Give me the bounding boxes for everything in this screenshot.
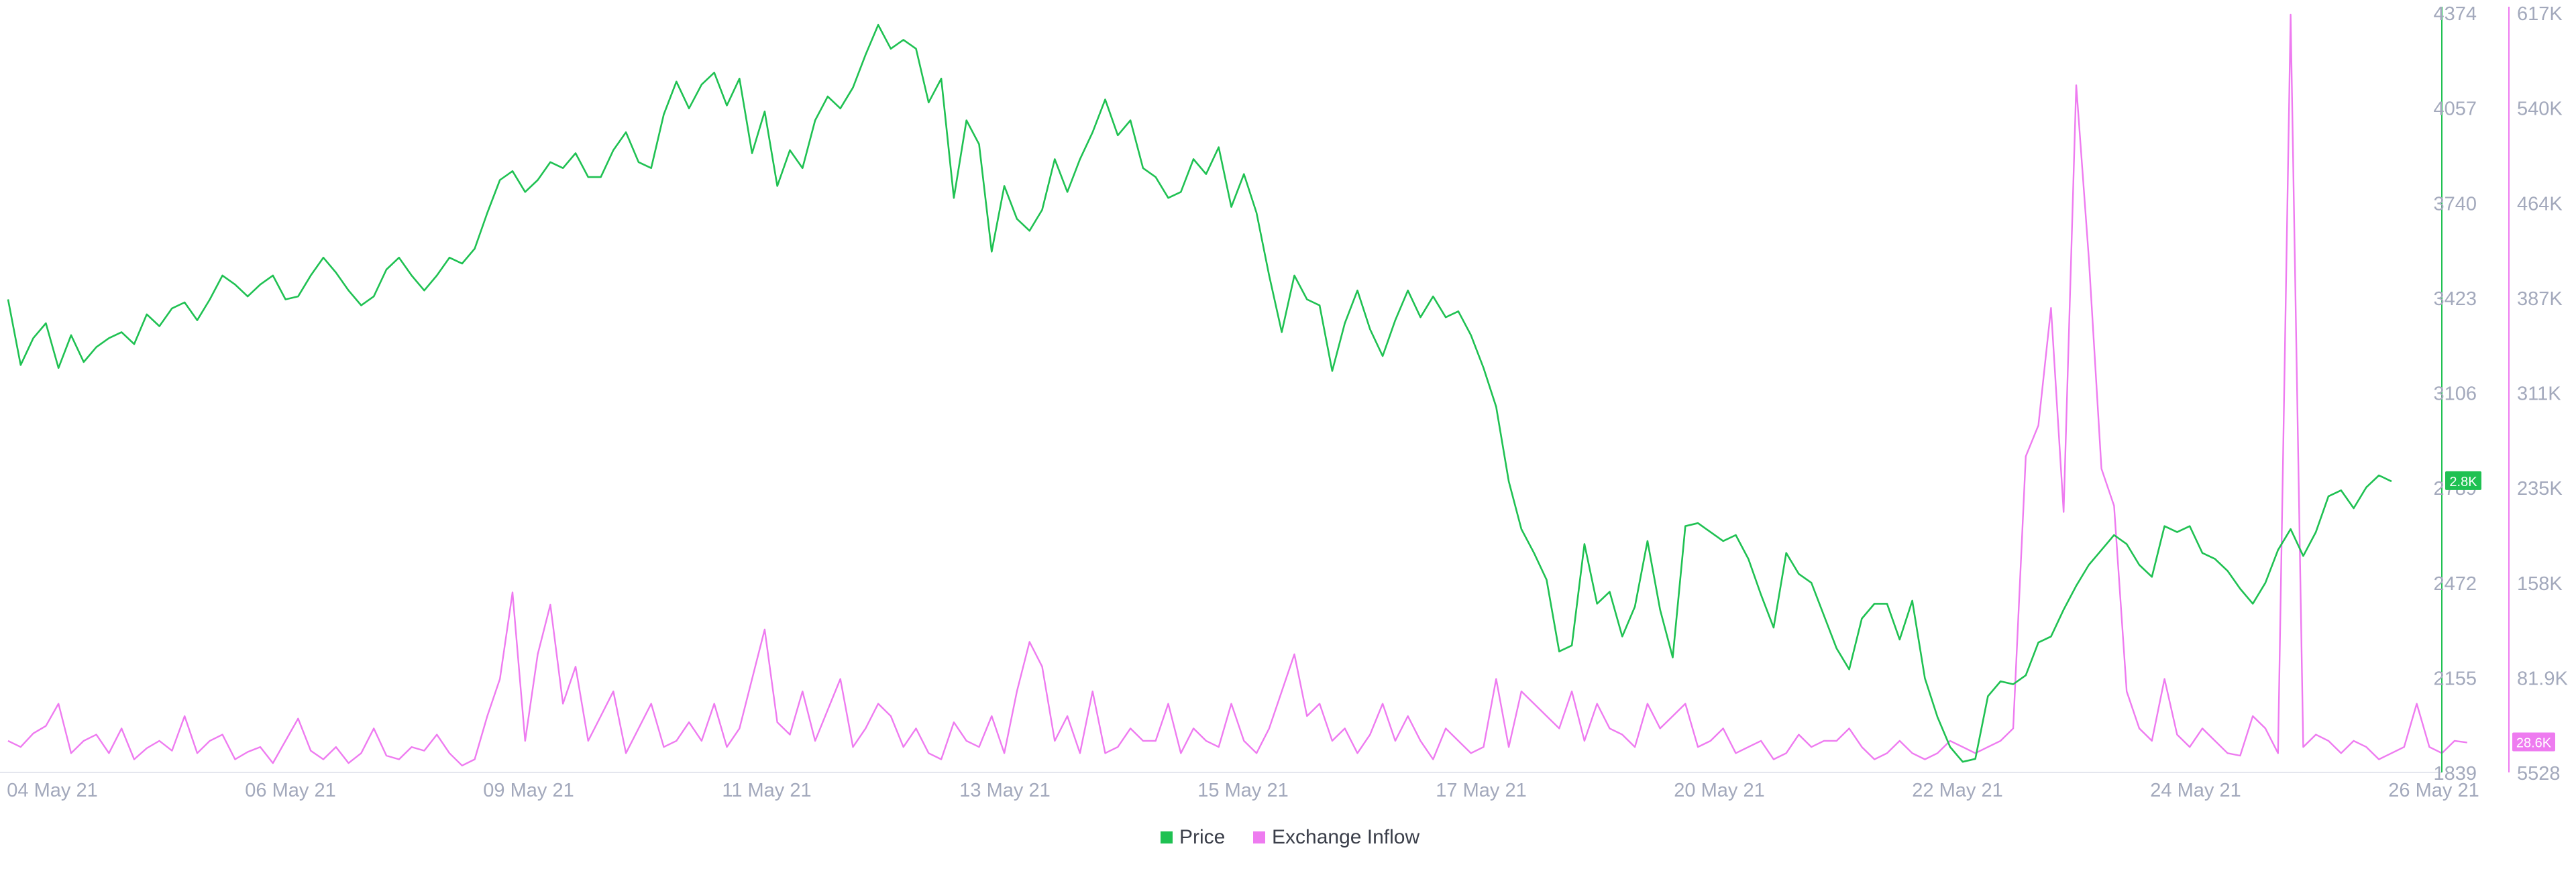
current-value-badges: 2.8K 28.6K xyxy=(2445,471,2555,752)
legend[interactable]: Price Exchange Inflow xyxy=(1161,826,1419,848)
price-current-label: 2.8K xyxy=(2449,475,2477,489)
price-series xyxy=(7,23,2392,763)
x-tick-label: 11 May 21 xyxy=(722,780,811,801)
x-tick-label: 22 May 21 xyxy=(1912,780,2002,801)
legend-swatch-exchange-inflow xyxy=(1253,831,1265,843)
y-axis-left: 437440573740342331062789247221551839 xyxy=(2433,3,2477,784)
legend-item-exchange-inflow[interactable]: Exchange Inflow xyxy=(1253,826,1419,848)
y-right-tick-label: 5528 xyxy=(2517,763,2561,784)
y-left-tick-label: 2155 xyxy=(2433,668,2477,689)
x-tick-label: 24 May 21 xyxy=(2150,780,2241,801)
y-left-tick-label: 1839 xyxy=(2433,763,2477,784)
y-right-tick-label: 464K xyxy=(2517,193,2563,215)
y-right-tick-label: 617K xyxy=(2517,3,2563,25)
exchange-inflow-line xyxy=(7,13,2467,766)
y-right-tick-label: 540K xyxy=(2517,99,2563,120)
legend-item-price[interactable]: Price xyxy=(1161,826,1225,848)
legend-swatch-price xyxy=(1161,831,1173,843)
x-axis: 04 May 21 06 May 21 09 May 21 11 May 21 13 M… xyxy=(0,772,2479,801)
x-tick-label: 26 May 21 xyxy=(2388,780,2479,801)
y-left-tick-label: 4374 xyxy=(2433,3,2477,25)
y-left-tick-label: 3423 xyxy=(2433,288,2477,310)
y-left-tick-label: 4057 xyxy=(2433,99,2477,120)
inflow-current-badge xyxy=(2512,732,2555,752)
x-tick-label: 20 May 21 xyxy=(1674,780,1764,801)
x-tick-label: 13 May 21 xyxy=(959,780,1050,801)
x-tick-label: 04 May 21 xyxy=(7,780,97,801)
y-right-tick-label: 81.9K xyxy=(2517,668,2568,689)
exchange-inflow-series xyxy=(7,13,2467,766)
y-right-tick-label: 311K xyxy=(2517,384,2561,405)
y-right-tick-label: 235K xyxy=(2517,478,2563,500)
x-tick-label: 15 May 21 xyxy=(1197,780,1288,801)
x-tick-label: 17 May 21 xyxy=(1436,780,1526,801)
y-axis-right: 617K 540K 464K 387K 311K 235K 158K 81.9K 5528 xyxy=(2508,3,2568,784)
legend-label-price: Price xyxy=(1179,826,1225,848)
legend-label-exchange-inflow: Exchange Inflow xyxy=(1272,826,1419,848)
price-line xyxy=(7,23,2392,763)
y-right-tick-label: 158K xyxy=(2517,573,2563,595)
price-current-badge xyxy=(2445,471,2481,490)
y-right-tick-label: 387K xyxy=(2517,288,2563,310)
y-left-tick-label: 2472 xyxy=(2433,573,2477,595)
y-left-tick-label: 3106 xyxy=(2433,384,2477,405)
x-tick-label: 06 May 21 xyxy=(245,780,335,801)
inflow-current-label: 28.6K xyxy=(2516,736,2552,750)
x-tick-label: 09 May 21 xyxy=(483,780,574,801)
y-left-tick-label: 3740 xyxy=(2433,193,2477,215)
